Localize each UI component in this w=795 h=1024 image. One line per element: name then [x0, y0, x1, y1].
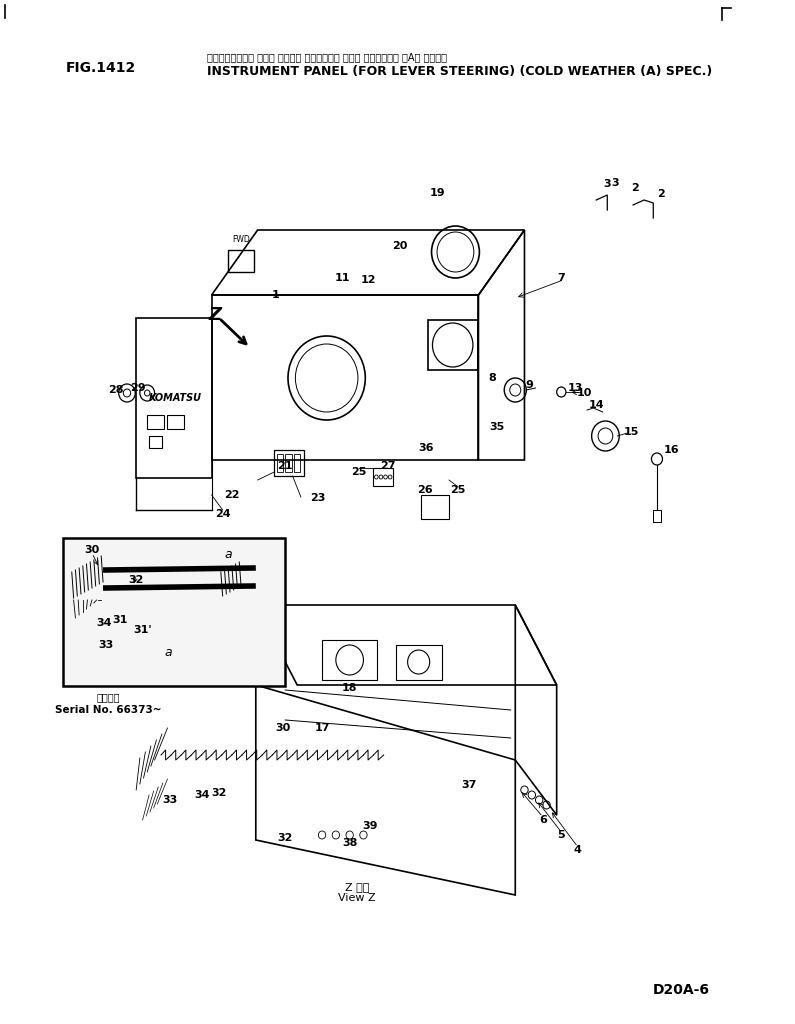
Text: 25: 25 — [451, 485, 466, 495]
Text: 15: 15 — [623, 427, 639, 437]
Text: 14: 14 — [588, 400, 604, 410]
Bar — [285, 454, 292, 472]
Text: 26: 26 — [417, 485, 433, 495]
Text: 5: 5 — [557, 830, 565, 840]
Text: 6: 6 — [539, 815, 547, 825]
Text: 12: 12 — [360, 275, 376, 285]
Text: D20A-6: D20A-6 — [653, 983, 709, 997]
Text: インストルメント パネル （レバー ステアリング ヨウ） （カンレイチ （A） シヨウ）: インストルメント パネル （レバー ステアリング ヨウ） （カンレイチ （A） … — [207, 52, 447, 62]
Text: 31': 31' — [134, 625, 152, 635]
Text: 22: 22 — [224, 490, 239, 500]
Text: 29: 29 — [130, 383, 145, 393]
Text: FIG.1412: FIG.1412 — [66, 61, 137, 75]
Text: 33: 33 — [99, 640, 114, 650]
Bar — [421, 495, 449, 519]
Text: 30: 30 — [84, 545, 99, 555]
Text: 36: 36 — [418, 443, 434, 453]
Text: 30: 30 — [276, 723, 291, 733]
Text: INSTRUMENT PANEL (FOR LEVER STEERING) (COLD WEATHER (A) SPEC.): INSTRUMENT PANEL (FOR LEVER STEERING) (C… — [207, 65, 712, 78]
Text: 39: 39 — [363, 821, 378, 831]
Bar — [228, 250, 254, 272]
Bar — [277, 454, 283, 472]
Text: 37: 37 — [462, 780, 477, 790]
Text: 35: 35 — [489, 422, 505, 432]
Text: 4: 4 — [574, 845, 582, 855]
Text: 18: 18 — [342, 683, 358, 693]
Text: 7: 7 — [557, 273, 565, 283]
Bar — [293, 454, 300, 472]
Text: 20: 20 — [393, 241, 408, 251]
Text: Z 方向: Z 方向 — [345, 882, 369, 892]
Text: 10: 10 — [576, 388, 592, 398]
Text: 3: 3 — [603, 179, 611, 189]
Text: 11: 11 — [335, 273, 350, 283]
Text: 34: 34 — [195, 790, 210, 800]
Text: 23: 23 — [310, 493, 325, 503]
Text: 8: 8 — [488, 373, 496, 383]
Text: 34: 34 — [96, 618, 112, 628]
Text: FWD: FWD — [232, 234, 250, 244]
Text: 33: 33 — [163, 795, 178, 805]
Bar — [322, 640, 378, 680]
Bar — [63, 538, 285, 686]
Bar — [274, 450, 304, 476]
Text: 16: 16 — [664, 445, 680, 455]
Text: 2: 2 — [657, 189, 665, 199]
Text: KOMATSU: KOMATSU — [149, 393, 201, 403]
Text: Z: Z — [209, 306, 222, 324]
Text: 適用番号: 適用番号 — [97, 692, 120, 702]
Text: 38: 38 — [342, 838, 357, 848]
Text: 31: 31 — [112, 615, 127, 625]
Text: 9: 9 — [525, 380, 533, 390]
Text: 32: 32 — [277, 833, 293, 843]
Text: 1: 1 — [272, 290, 280, 300]
Text: 17: 17 — [314, 723, 330, 733]
Bar — [147, 415, 164, 429]
Text: 2: 2 — [631, 183, 638, 193]
Bar — [149, 436, 162, 449]
Text: 32: 32 — [211, 788, 227, 798]
Bar — [396, 645, 442, 680]
Text: 3: 3 — [611, 178, 619, 188]
Text: 24: 24 — [215, 509, 231, 519]
Text: 25: 25 — [351, 467, 366, 477]
Text: 27: 27 — [381, 461, 396, 471]
Text: 21: 21 — [277, 461, 293, 471]
Text: 19: 19 — [430, 188, 446, 198]
Bar — [168, 415, 184, 429]
Bar — [428, 319, 479, 370]
Text: 13: 13 — [568, 383, 583, 393]
Text: a: a — [224, 549, 232, 561]
Text: View Z: View Z — [338, 893, 376, 903]
Text: 28: 28 — [108, 385, 124, 395]
Text: a: a — [165, 645, 173, 658]
Bar — [373, 468, 393, 486]
Text: Serial No. 66373~: Serial No. 66373~ — [56, 705, 162, 715]
Text: 32: 32 — [129, 575, 144, 585]
